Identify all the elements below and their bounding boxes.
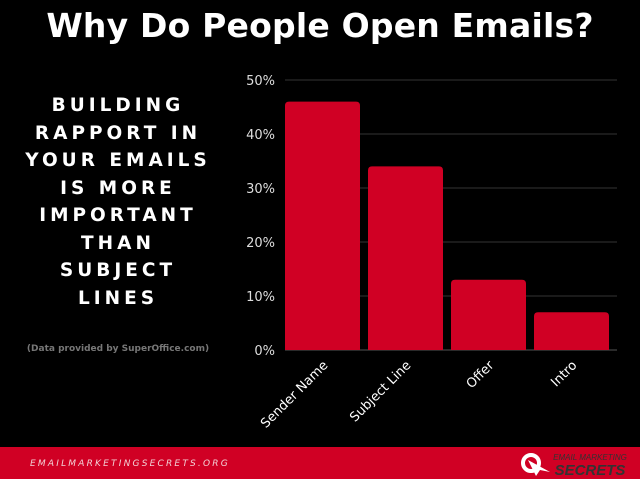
paper-plane-icon	[528, 460, 550, 476]
bar	[451, 279, 526, 350]
y-tick-label: 50%	[246, 74, 275, 89]
x-tick-label: Subject Line	[347, 358, 414, 425]
logo-text-1: EMAIL MARKETING	[553, 453, 627, 462]
y-tick-label: 30%	[246, 182, 275, 197]
y-tick-label: 20%	[246, 236, 275, 251]
headline-line: BUILDING	[51, 95, 185, 116]
source-note: (Data provided by SuperOffice.com)	[26, 344, 210, 354]
logo-text-2: SECRETS	[555, 462, 626, 478]
headline-line: SUBJECT	[59, 260, 177, 281]
logo-circle-icon	[521, 453, 541, 473]
y-tick-label: 10%	[246, 290, 275, 305]
headline-line: LINES	[77, 287, 159, 309]
headline-line: IS MORE	[60, 177, 176, 199]
x-tick-label: Intro	[548, 358, 580, 390]
headline-line: THAN	[81, 232, 155, 254]
headline-line: RAPPORT IN	[34, 122, 202, 144]
x-tick-label: Sender Name	[258, 358, 331, 431]
page-title: Why Do People Open Emails?	[46, 6, 594, 45]
y-tick-label: 0%	[254, 344, 275, 359]
y-tick-label: 40%	[246, 128, 275, 143]
footer: EMAILMARKETINGSECRETS.ORG EMAIL MARKETIN…	[0, 447, 640, 479]
headline-line: YOUR EMAILS	[25, 150, 211, 171]
site-url[interactable]: EMAILMARKETINGSECRETS.ORG	[30, 459, 230, 469]
logo: EMAIL MARKETING SECRETS	[521, 453, 627, 478]
bar	[285, 101, 360, 350]
bar	[368, 166, 443, 350]
headline: BUILDING RAPPORT IN YOUR EMAILS IS MORE …	[18, 92, 218, 312]
bar	[534, 312, 609, 350]
headline-line: IMPORTANT	[39, 205, 197, 226]
x-tick-label: Offer	[464, 358, 498, 392]
bar-chart: 0% 10% 20% 30% 40% 50% Sender Name Subject Line…	[246, 74, 617, 431]
